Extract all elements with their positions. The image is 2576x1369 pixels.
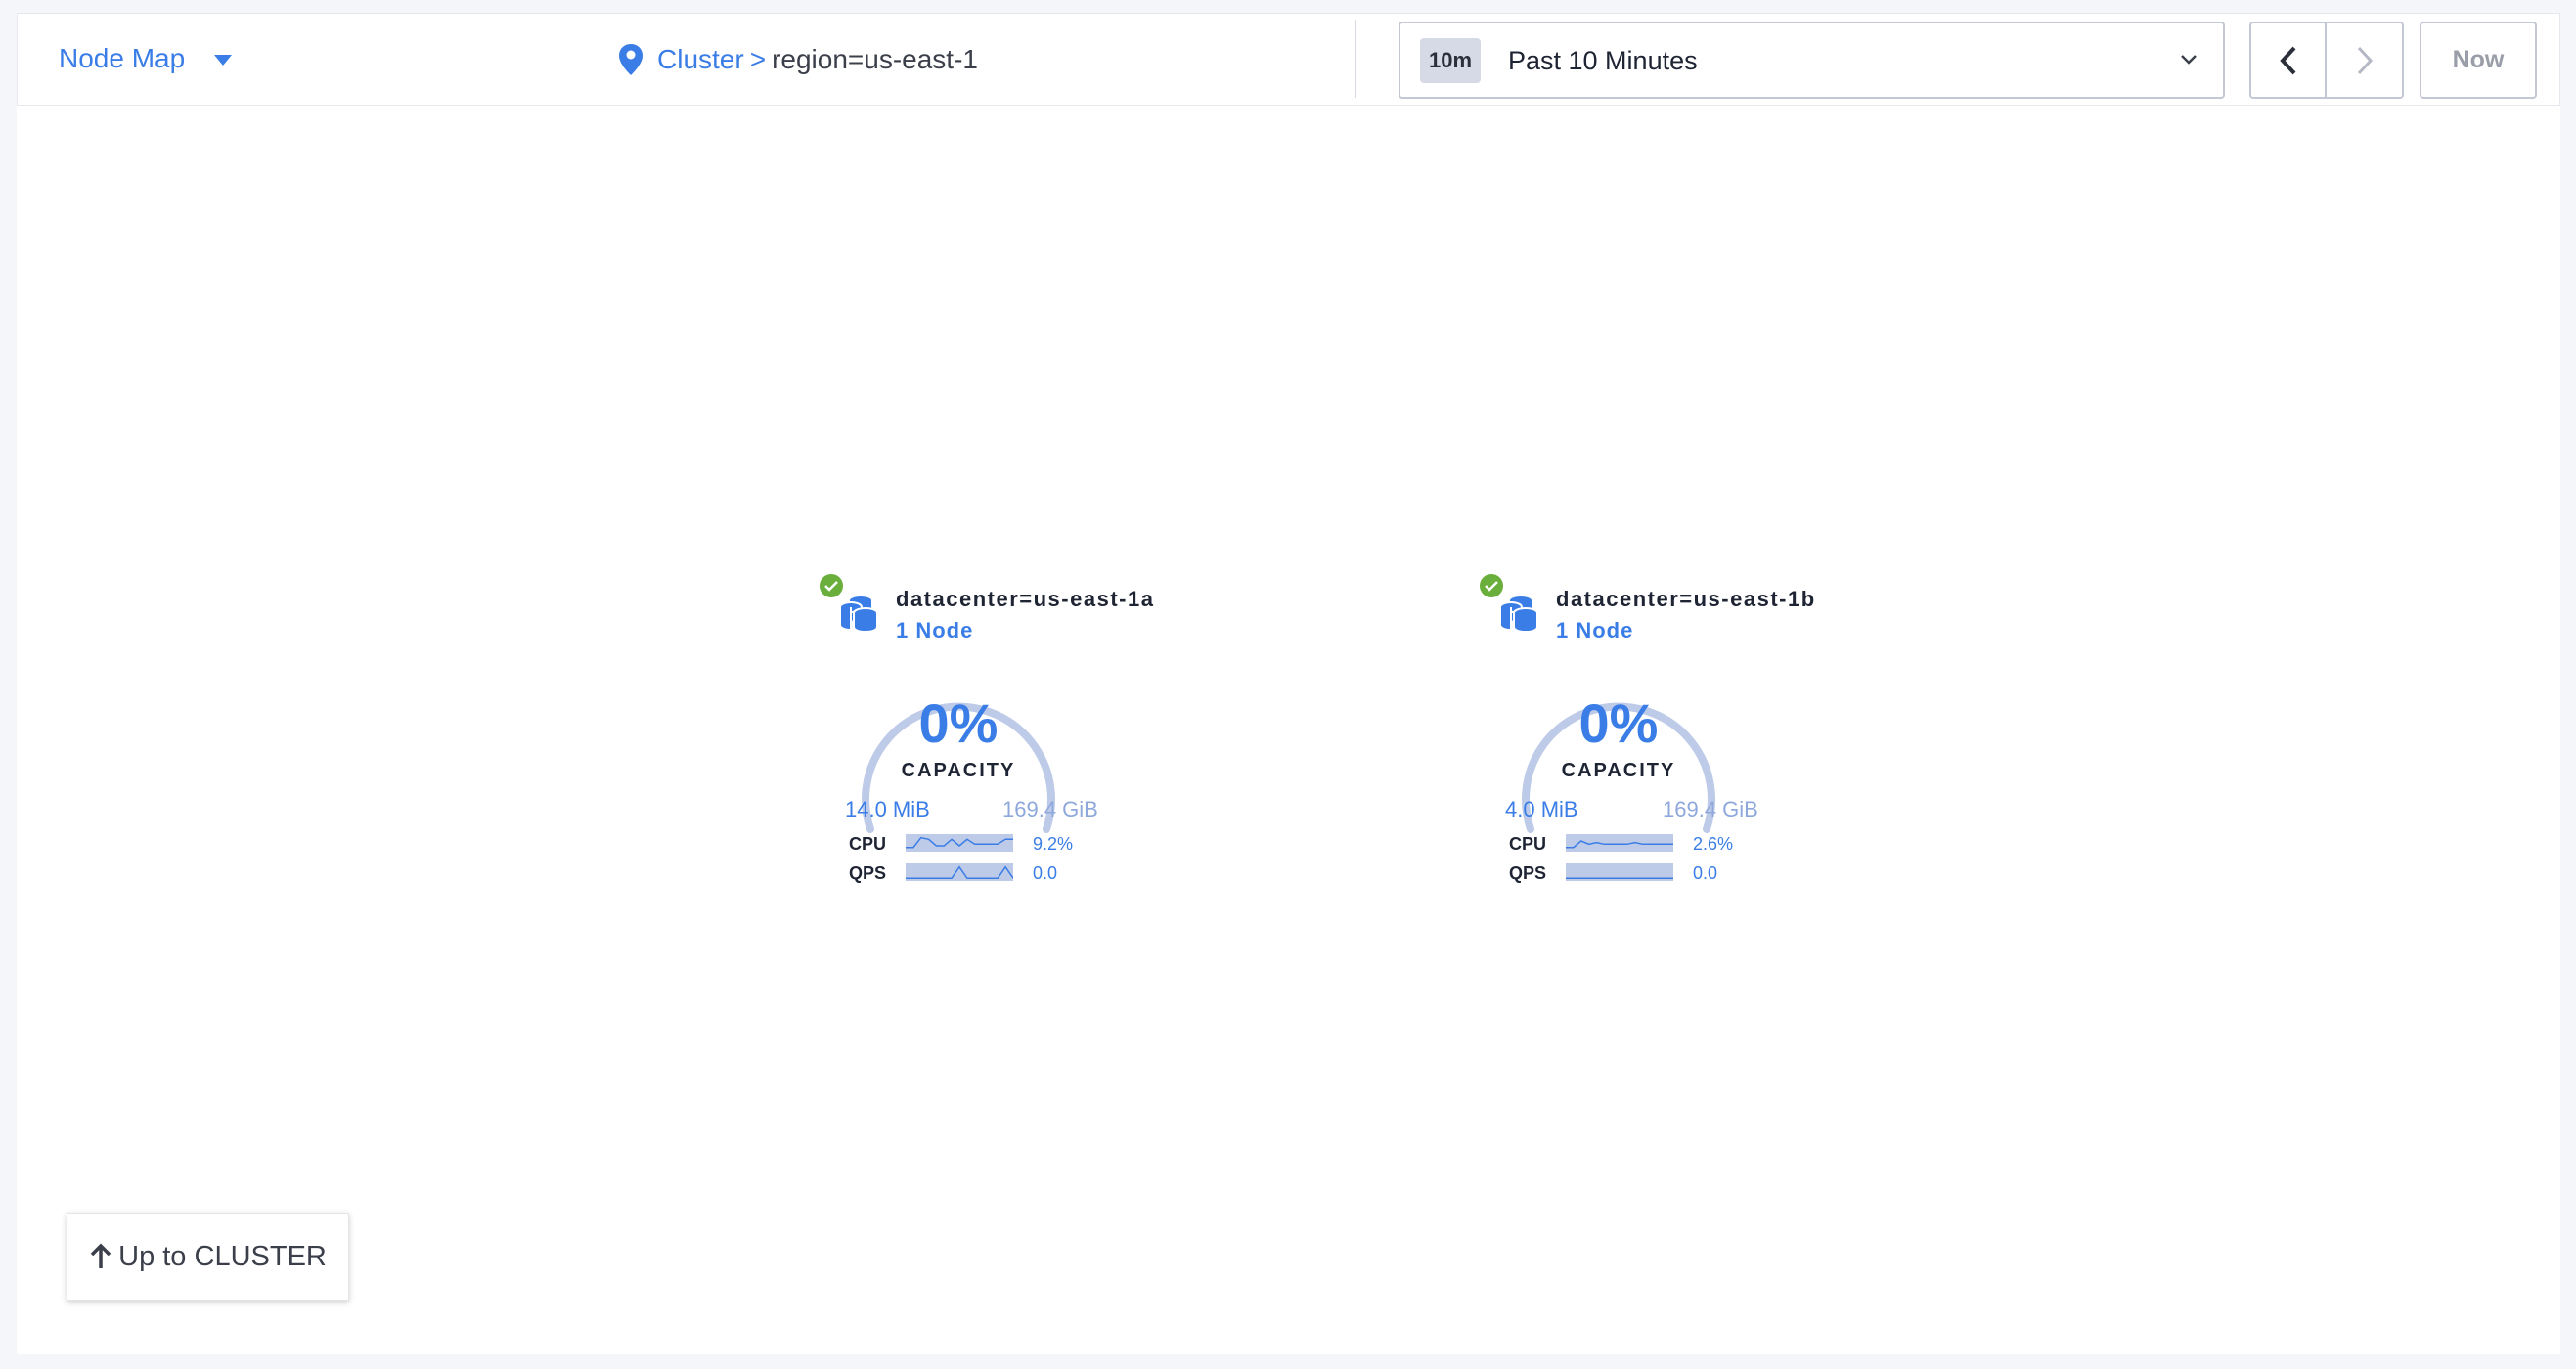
cpu-label: CPU [849, 834, 887, 854]
total-capacity: 169.4 GiB [1663, 797, 1758, 821]
qps-label: QPS [849, 863, 887, 883]
chevron-right-icon [2357, 46, 2373, 74]
datacenter-card[interactable]: datacenter=us-east-1a 1 Node 0% CAPACITY… [820, 572, 1191, 895]
up-to-cluster-button[interactable]: Up to CLUSTER [67, 1213, 349, 1301]
datacenter-name: datacenter=us-east-1a [896, 587, 1155, 611]
divider [1355, 20, 1356, 98]
capacity-label: CAPACITY [901, 760, 1016, 781]
capacity-percent: 0% [1578, 692, 1659, 754]
sparkline [906, 863, 1014, 881]
cpu-label: CPU [1509, 834, 1547, 854]
database-icon [839, 595, 878, 633]
cpu-value: 9.2% [1033, 834, 1074, 854]
datacenter-name: datacenter=us-east-1b [1556, 587, 1816, 611]
qps-value: 0.0 [1033, 863, 1058, 883]
caret-down-icon [213, 55, 232, 66]
total-capacity: 169.4 GiB [1002, 797, 1098, 821]
breadcrumb-cluster-link[interactable]: Cluster [657, 44, 744, 74]
node-count: 1 Node [1556, 618, 1634, 642]
chevron-down-icon [2181, 55, 2197, 65]
qps-value: 0.0 [1693, 863, 1718, 883]
used-capacity: 14.0 MiB [845, 797, 930, 821]
sparkline [906, 834, 1013, 852]
status-ok-icon [820, 574, 843, 597]
time-range-label: Past 10 Minutes [1508, 46, 1698, 75]
breadcrumb-current: region=us-east-1 [772, 44, 978, 74]
up-button-label: Up to CLUSTER [118, 1240, 327, 1272]
cpu-value: 2.6% [1693, 834, 1734, 854]
node-count: 1 Node [896, 618, 974, 642]
view-label: Node Map [59, 43, 186, 73]
time-range-select[interactable]: 10m Past 10 Minutes [1399, 22, 2225, 99]
location-pin-icon [619, 44, 643, 75]
status-ok-icon [1480, 574, 1503, 597]
time-badge: 10m [1420, 38, 1481, 83]
datacenter-card[interactable]: datacenter=us-east-1b 1 Node 0% CAPACITY… [1480, 572, 1851, 895]
breadcrumb-separator: > [749, 44, 767, 74]
qps-label: QPS [1509, 863, 1547, 883]
chevron-left-icon [2279, 46, 2295, 74]
time-nav [2249, 22, 2404, 99]
sparkline [1566, 834, 1673, 852]
previous-button[interactable] [2251, 23, 2327, 97]
used-capacity: 4.0 MiB [1505, 797, 1578, 821]
arrow-up-icon [90, 1243, 111, 1268]
capacity-gauge [862, 702, 1055, 833]
now-button[interactable]: Now [2420, 22, 2537, 99]
breadcrumb: Cluster > region=us-east-1 [618, 43, 978, 76]
view-selector[interactable]: Node Map [59, 43, 232, 74]
node-map-canvas [17, 106, 2560, 1354]
capacity-label: CAPACITY [1561, 760, 1676, 781]
capacity-percent: 0% [918, 692, 999, 754]
capacity-gauge [1522, 702, 1715, 833]
database-icon [1499, 595, 1538, 633]
next-button[interactable] [2327, 23, 2402, 97]
sparkline [1566, 863, 1673, 881]
